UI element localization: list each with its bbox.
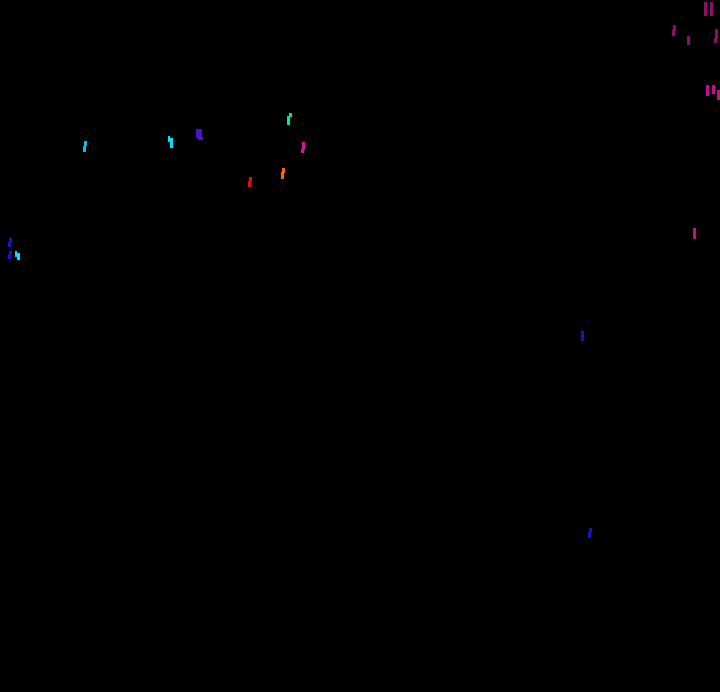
glyph-fragment-blue-bottom-right-segment	[588, 532, 591, 538]
glyph-fragment-blue-lower-left-upper	[8, 238, 12, 247]
glyph-fragment-purple-tr-stroke-a-segment	[704, 2, 707, 16]
glyph-fragment-purple-tr-stroke-a	[704, 2, 707, 16]
glyph-fragment-cyan-mid-segment	[170, 138, 173, 148]
glyph-fragment-blue-mid-right	[581, 331, 584, 341]
glyph-fragment-blue-lower-left-lower-segment	[9, 251, 12, 255]
glyph-fragment-blue-lower-left-upper-segment	[8, 242, 11, 247]
glyph-fragment-purple-tr-slash	[672, 25, 676, 36]
glyph-fragment-cyan-mid-segment	[168, 136, 170, 142]
glyph-fragment-magenta-center-segment	[301, 149, 304, 153]
glyph-fragment-cyan-mid	[168, 136, 173, 148]
glyph-fragment-blue-bottom-right-segment	[589, 528, 592, 533]
glyph-fragment-spring-green-segment	[289, 113, 292, 117]
glyph-fragment-cyan-left	[83, 141, 88, 152]
glyph-fragment-red	[248, 177, 252, 187]
glyph-fragment-magenta-center	[301, 142, 305, 153]
glyph-fragment-violet-block-segment	[196, 129, 202, 138]
glyph-fragment-spring-green	[287, 113, 292, 125]
glyph-fragment-purple-tr-tick	[687, 36, 690, 45]
glyph-fragment-purple-br-stroke-a-segment	[706, 85, 709, 96]
glyph-fragment-cyan-left-segment	[83, 146, 86, 152]
glyph-fragment-magenta-right-edge-segment	[693, 228, 696, 239]
glyph-fragment-purple-tr-tick-segment	[687, 36, 690, 45]
glyph-fragment-cyan-lower-left-segment	[15, 251, 17, 257]
glyph-fragment-blue-mid-right-segment	[581, 331, 584, 341]
glyph-fragment-purple-tr-slash-segment	[672, 30, 675, 36]
glyph-fragment-spring-green-segment	[287, 116, 290, 125]
glyph-fragment-purple-tr-hook-segment	[714, 38, 717, 43]
glyph-fragment-purple-tr-stroke-b	[710, 2, 713, 16]
glyph-fragment-cyan-lower-left-segment	[17, 253, 20, 260]
glyph-fragment-red-segment	[249, 177, 252, 181]
glyph-fragment-orange-segment	[281, 172, 284, 179]
glyph-fragment-orange	[281, 168, 285, 179]
glyph-fragment-magenta-center-segment	[302, 142, 305, 150]
glyph-fragment-blue-lower-left-lower-segment	[8, 254, 11, 259]
glyph-fragment-purple-br-stroke-b	[712, 85, 715, 94]
glyph-fragment-blue-lower-left-upper-segment	[9, 238, 12, 243]
glyph-fragment-orange-segment	[282, 168, 285, 173]
glyph-fragment-red-segment	[248, 181, 251, 187]
glyph-fragment-purple-br-stroke-b-segment	[712, 85, 715, 94]
glyph-fragment-violet-block-segment	[198, 137, 203, 140]
glyph-fragment-purple-tr-hook-segment	[715, 29, 718, 39]
glyph-fragment-purple-tr-slash-segment	[673, 25, 676, 31]
glyph-fragment-blue-lower-left-lower	[8, 251, 12, 259]
glyph-fragment-purple-tr-stroke-b-segment	[710, 2, 713, 16]
glyph-fragment-cyan-left-segment	[84, 141, 87, 146]
glyph-fragment-magenta-right-edge	[693, 228, 696, 239]
glyph-fragment-cyan-lower-left	[15, 251, 20, 260]
glyph-fragment-blue-bottom-right	[588, 528, 592, 538]
glyph-fragment-violet-block	[196, 129, 203, 140]
glyph-fragment-purple-tr-hook	[714, 29, 718, 43]
glyph-fragment-purple-br-stroke-a	[706, 85, 709, 96]
